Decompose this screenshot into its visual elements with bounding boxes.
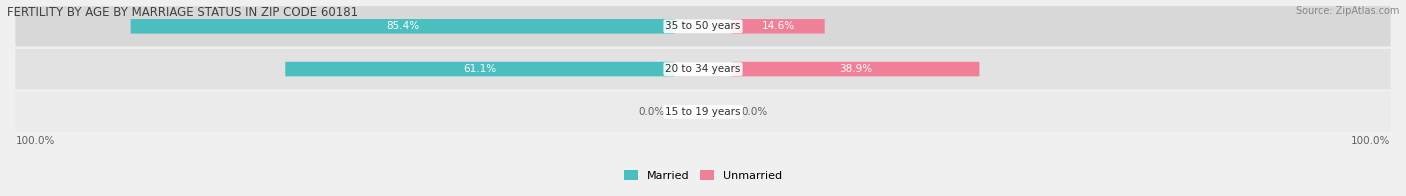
FancyBboxPatch shape bbox=[285, 62, 675, 76]
FancyBboxPatch shape bbox=[15, 92, 1391, 132]
Text: 38.9%: 38.9% bbox=[839, 64, 872, 74]
Text: 100.0%: 100.0% bbox=[15, 136, 55, 146]
FancyBboxPatch shape bbox=[15, 49, 1391, 89]
Text: 20 to 34 years: 20 to 34 years bbox=[665, 64, 741, 74]
FancyBboxPatch shape bbox=[731, 62, 980, 76]
Text: 100.0%: 100.0% bbox=[1351, 136, 1391, 146]
Text: Source: ZipAtlas.com: Source: ZipAtlas.com bbox=[1295, 6, 1399, 16]
Text: FERTILITY BY AGE BY MARRIAGE STATUS IN ZIP CODE 60181: FERTILITY BY AGE BY MARRIAGE STATUS IN Z… bbox=[7, 6, 359, 19]
Text: 15 to 19 years: 15 to 19 years bbox=[665, 107, 741, 117]
Text: 61.1%: 61.1% bbox=[464, 64, 496, 74]
Text: 14.6%: 14.6% bbox=[762, 21, 794, 31]
Text: 0.0%: 0.0% bbox=[638, 107, 665, 117]
Text: 0.0%: 0.0% bbox=[741, 107, 768, 117]
Text: 35 to 50 years: 35 to 50 years bbox=[665, 21, 741, 31]
FancyBboxPatch shape bbox=[731, 19, 825, 34]
FancyBboxPatch shape bbox=[15, 6, 1391, 46]
Text: 85.4%: 85.4% bbox=[387, 21, 419, 31]
Legend: Married, Unmarried: Married, Unmarried bbox=[620, 166, 786, 186]
FancyBboxPatch shape bbox=[131, 19, 675, 34]
